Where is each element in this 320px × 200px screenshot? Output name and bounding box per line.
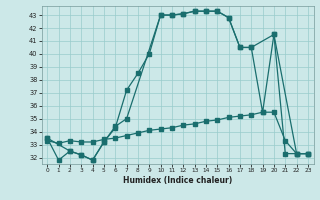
X-axis label: Humidex (Indice chaleur): Humidex (Indice chaleur) <box>123 176 232 185</box>
